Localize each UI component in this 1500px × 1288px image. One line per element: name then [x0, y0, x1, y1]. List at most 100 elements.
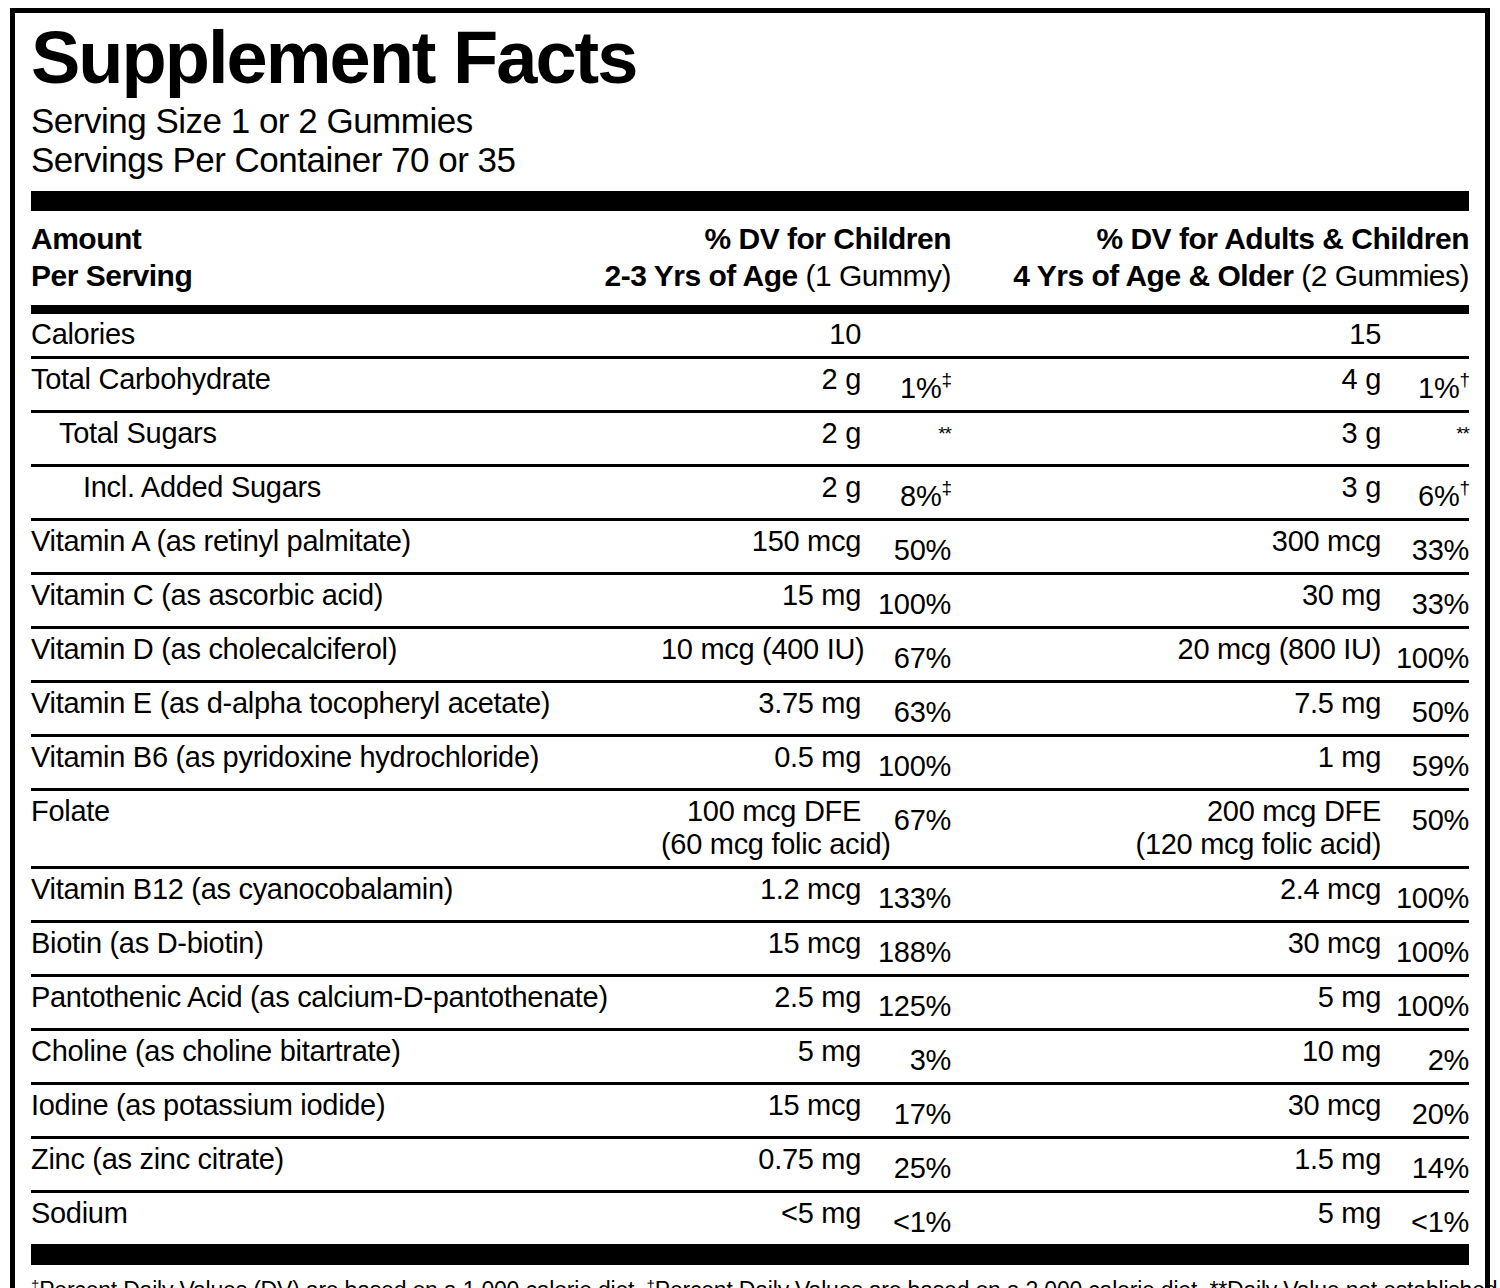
nutrient-name: Vitamin A (as retinyl palmitate)	[31, 525, 661, 558]
adult-amount-value: 5 mg	[951, 1197, 1381, 1230]
table-column-header: Amount Per Serving % DV for Children 2-3…	[31, 211, 1469, 305]
adult-dv-value: 100%	[1381, 981, 1469, 1023]
child-amount-value: 3.75 mg	[661, 687, 861, 720]
supplement-facts-panel: Supplement Facts Serving Size 1 or 2 Gum…	[10, 8, 1490, 1288]
nutrient-name: Sodium	[31, 1197, 661, 1230]
adult-amount-value: 30 mcg	[951, 1089, 1381, 1122]
table-row: Vitamin B6 (as pyridoxine hydrochloride)…	[31, 737, 1469, 791]
child-amount-value: 5 mg	[661, 1035, 861, 1068]
nutrient-name: Choline (as choline bitartrate)	[31, 1035, 661, 1068]
adult-dv-value: 14%	[1381, 1143, 1469, 1185]
child-dv-value: <1%	[861, 1197, 951, 1239]
thick-divider-top	[31, 191, 1469, 211]
adult-dv-value: 100%	[1381, 633, 1469, 675]
serving-info: Serving Size 1 or 2 Gummies Servings Per…	[31, 101, 1469, 179]
child-amount-value: 15 mg	[661, 579, 861, 612]
adult-dv-value: **	[1381, 417, 1469, 459]
nutrient-name: Pantothenic Acid (as calcium-D-pantothen…	[31, 981, 661, 1014]
adult-amount-value: 1 mg	[951, 741, 1381, 774]
table-row: Calories 10 15	[31, 314, 1469, 359]
table-row: Choline (as choline bitartrate) 5 mg 3% …	[31, 1031, 1469, 1085]
child-amount-value: 2.5 mg	[661, 981, 861, 1014]
child-dv-value: 50%	[861, 525, 951, 567]
child-amount-value: 150 mcg	[661, 525, 861, 558]
adult-amount-value: 2.4 mcg	[951, 873, 1381, 906]
adult-amount-value: 3 g	[951, 471, 1381, 504]
adults-dv-header: % DV for Adults & Children 4 Yrs of Age …	[1013, 220, 1469, 294]
child-amount-value: 2 g	[661, 471, 861, 504]
servings-per-container: Servings Per Container 70 or 35	[31, 140, 1469, 179]
nutrient-name: Total Sugars	[31, 417, 661, 450]
adult-amount-value: 4 g	[951, 363, 1381, 396]
child-dv-value: 125%	[861, 981, 951, 1023]
adult-amount-value: 300 mcg	[951, 525, 1381, 558]
adult-dv-value: 50%	[1381, 687, 1469, 729]
table-row: Biotin (as D-biotin) 15 mcg 188% 30 mcg …	[31, 923, 1469, 977]
adult-dv-value: 20%	[1381, 1089, 1469, 1131]
adult-amount-value: 30 mg	[951, 579, 1381, 612]
child-amount-value: 0.75 mg	[661, 1143, 861, 1176]
table-row: Sodium <5 mg <1% 5 mg <1%	[31, 1193, 1469, 1244]
footnote-dagger-double: ‡	[31, 1277, 39, 1288]
nutrient-name: Zinc (as zinc citrate)	[31, 1143, 661, 1176]
child-dv-value: **	[861, 417, 951, 459]
child-amount-value: 100 mcg DFE (60 mcg folic acid)	[661, 795, 861, 861]
child-dv-value: 188%	[861, 927, 951, 969]
child-dv-value: 25%	[861, 1143, 951, 1185]
adult-amount-value: 5 mg	[951, 981, 1381, 1014]
child-dv-value: 67%	[861, 795, 951, 837]
nutrient-name: Folate	[31, 795, 661, 828]
nutrient-name: Total Carbohydrate	[31, 363, 661, 396]
child-dv-value: 100%	[861, 741, 951, 783]
nutrient-name: Vitamin B6 (as pyridoxine hydrochloride)	[31, 741, 661, 774]
table-row: Vitamin C (as ascorbic acid) 15 mg 100% …	[31, 575, 1469, 629]
child-dv-value: 3%	[861, 1035, 951, 1077]
nutrient-name: Vitamin C (as ascorbic acid)	[31, 579, 661, 612]
adult-dv-value: 33%	[1381, 579, 1469, 621]
table-row: Pantothenic Acid (as calcium-D-pantothen…	[31, 977, 1469, 1031]
adult-dv-value: <1%	[1381, 1197, 1469, 1239]
adult-amount-value: 30 mcg	[951, 927, 1381, 960]
serving-size: Serving Size 1 or 2 Gummies	[31, 101, 1469, 140]
adult-amount-value: 1.5 mg	[951, 1143, 1381, 1176]
child-dv-value: 8%‡	[861, 471, 951, 513]
child-dv-value: 100%	[861, 579, 951, 621]
nutrient-name: Iodine (as potassium iodide)	[31, 1089, 661, 1122]
adult-dv-value: 50%	[1381, 795, 1469, 837]
adult-dv-value: 100%	[1381, 927, 1469, 969]
child-amount-value: 15 mcg	[661, 1089, 861, 1122]
nutrient-name: Vitamin D (as cholecalciferol)	[31, 633, 661, 666]
supplement-facts-title: Supplement Facts	[31, 23, 1469, 93]
adult-amount-value: 200 mcg DFE (120 mcg folic acid)	[951, 795, 1381, 861]
adult-amount-value: 15	[951, 318, 1381, 351]
nutrient-name: Biotin (as D-biotin)	[31, 927, 661, 960]
adult-amount-value: 7.5 mg	[951, 687, 1381, 720]
footnote-dagger: †	[647, 1277, 655, 1288]
adult-dv-value: 33%	[1381, 525, 1469, 567]
nutrient-table: Calories 10 15 Total Carbohydrate 2 g 1%…	[31, 314, 1469, 1244]
adult-dv-value: 59%	[1381, 741, 1469, 783]
child-dv-value: 1%‡	[861, 363, 951, 405]
child-dv-value: 17%	[861, 1089, 951, 1131]
child-dv-value: 63%	[861, 687, 951, 729]
child-dv-value: 67%	[861, 633, 951, 675]
adult-amount-value: 20 mcg (800 IU)	[951, 633, 1381, 666]
footnote: ‡Percent Daily Values (DV) are based on …	[31, 1265, 1469, 1288]
children-dv-header: % DV for Children 2-3 Yrs of Age (1 Gumm…	[605, 220, 951, 294]
adult-dv-value: 6%†	[1381, 471, 1469, 513]
adult-amount-value: 10 mg	[951, 1035, 1381, 1068]
medium-divider	[31, 305, 1469, 314]
table-row: Total Sugars 2 g ** 3 g **	[31, 413, 1469, 467]
adult-dv-value: 2%	[1381, 1035, 1469, 1077]
table-row: Total Carbohydrate 2 g 1%‡ 4 g 1%†	[31, 359, 1469, 413]
child-amount-value: 10	[661, 318, 861, 351]
table-row: Incl. Added Sugars 2 g 8%‡ 3 g 6%†	[31, 467, 1469, 521]
child-amount-value: 0.5 mg	[661, 741, 861, 774]
table-row: Iodine (as potassium iodide) 15 mcg 17% …	[31, 1085, 1469, 1139]
child-amount-value: 2 g	[661, 363, 861, 396]
table-row: Vitamin A (as retinyl palmitate) 150 mcg…	[31, 521, 1469, 575]
child-amount-value: <5 mg	[661, 1197, 861, 1230]
child-dv-value: 133%	[861, 873, 951, 915]
nutrient-name: Vitamin B12 (as cyanocobalamin)	[31, 873, 661, 906]
adult-dv-value: 1%†	[1381, 363, 1469, 405]
